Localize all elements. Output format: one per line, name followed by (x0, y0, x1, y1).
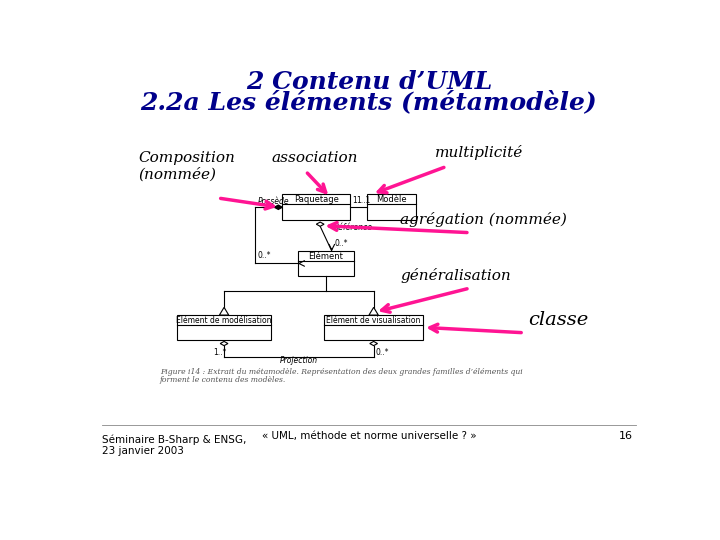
Text: forment le contenu des modèles.: forment le contenu des modèles. (160, 376, 286, 384)
Text: Paquetage: Paquetage (294, 194, 338, 204)
Polygon shape (220, 307, 229, 315)
Text: agrégation (nommée): agrégation (nommée) (400, 212, 567, 227)
Text: 1..*: 1..* (213, 348, 227, 357)
Bar (177, 315, 271, 340)
Text: 0..*: 0..* (376, 348, 390, 357)
Text: 1..1: 1..1 (356, 197, 371, 205)
Bar (367, 194, 415, 220)
Text: Possède: Possède (258, 197, 289, 206)
Text: Elément: Elément (308, 252, 343, 261)
Bar (324, 315, 423, 340)
Text: Référence: Référence (334, 222, 373, 232)
Text: 0..*: 0..* (334, 239, 348, 248)
Text: 0..*: 0..* (258, 251, 271, 260)
Polygon shape (369, 307, 378, 315)
Polygon shape (220, 341, 228, 346)
Polygon shape (316, 222, 324, 226)
Text: Projection: Projection (280, 356, 318, 365)
Bar (282, 194, 351, 220)
Text: 1: 1 (352, 197, 356, 205)
Text: Figure i14 : Extrait du métamodèle. Représentation des deux grandes familles d’é: Figure i14 : Extrait du métamodèle. Repr… (160, 368, 523, 376)
Text: classe: classe (528, 311, 589, 329)
Bar (297, 251, 354, 276)
Text: Modèle: Modèle (376, 194, 407, 204)
Text: Elément de visualisation: Elément de visualisation (326, 315, 420, 325)
Text: Composition
(nommée): Composition (nommée) (138, 151, 235, 182)
Polygon shape (370, 341, 377, 346)
Polygon shape (274, 205, 282, 210)
Text: « UML, méthode et norme universelle ? »: « UML, méthode et norme universelle ? » (261, 431, 477, 441)
Text: 2.2a Les éléments (métamodèle): 2.2a Les éléments (métamodèle) (140, 90, 598, 114)
Text: association: association (271, 151, 358, 165)
Text: généralisation: généralisation (400, 268, 510, 284)
Text: Séminaire B-Sharp & ENSG,
23 janvier 2003: Séminaire B-Sharp & ENSG, 23 janvier 200… (102, 434, 246, 456)
Text: Elément de modélisation: Elément de modélisation (176, 315, 272, 325)
Text: 2 Contenu d’UML: 2 Contenu d’UML (246, 70, 492, 94)
Text: multiplicité: multiplicité (435, 145, 523, 160)
Text: 16: 16 (618, 431, 632, 441)
